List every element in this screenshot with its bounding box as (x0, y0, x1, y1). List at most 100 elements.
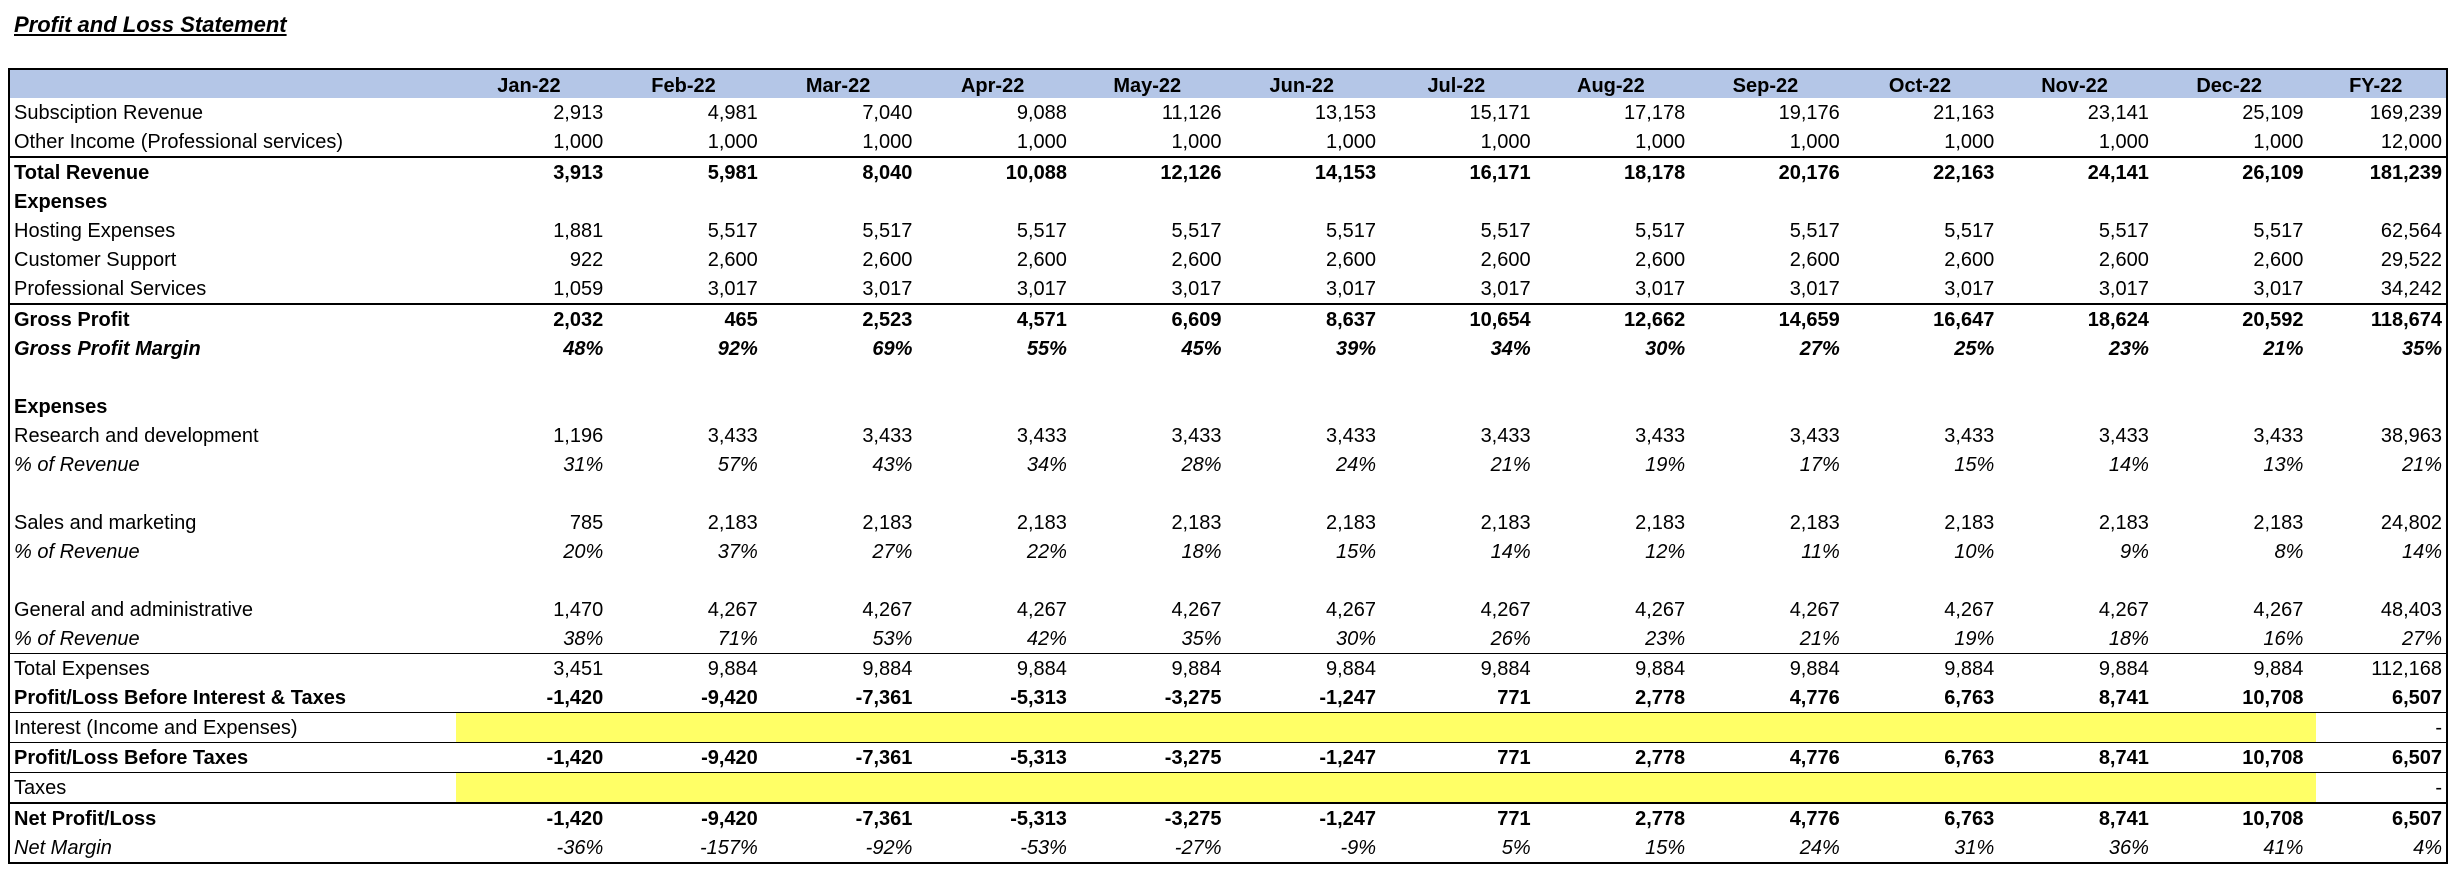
value-cell: 2,183 (1789, 512, 1840, 534)
value-cell: 20,176 (1778, 162, 1840, 184)
value-cell: 1,470 (553, 599, 604, 621)
value-cell (1382, 479, 1537, 508)
value-cell: -36% (556, 837, 604, 859)
value-cell (1382, 713, 1537, 742)
table-row: % of Revenue 20% 37% 27% 22% 18% 15% 14% 12% 11% 1… (10, 537, 2446, 566)
value-cell (2000, 363, 2155, 392)
value-cell (609, 479, 764, 508)
value-cell: 10,708 (2242, 808, 2304, 830)
value-cell: 4,267 (2098, 599, 2149, 621)
value-cell: 18% (2108, 628, 2149, 650)
value-cell: 16% (2263, 628, 2304, 650)
value-cell (455, 773, 610, 802)
value-cell: 8,741 (2098, 808, 2149, 830)
value-cell: 39% (1336, 338, 1377, 360)
value-cell (764, 187, 919, 216)
value-cell: 3,017 (1480, 278, 1531, 300)
value-cell: 3,433 (2253, 425, 2304, 447)
value-cell: 1,000 (2253, 131, 2304, 153)
value-cell (1691, 392, 1846, 421)
value-cell: 26,109 (2242, 162, 2304, 184)
value-cell: 465 (724, 309, 758, 331)
page-title: Profit and Loss Statement (14, 12, 287, 37)
value-cell (455, 713, 610, 742)
value-cell (2155, 187, 2310, 216)
table-row: Profit/Loss Before Interest & Taxes -1,42… (10, 683, 2446, 712)
value-cell: 3,017 (1171, 278, 1222, 300)
value-cell: 35% (1181, 628, 1222, 650)
value-cell: 3,433 (1944, 425, 1995, 447)
table-row: Customer Support 922 2,600 2,600 2,600 2,600 2… (10, 245, 2446, 274)
value-cell: 22,163 (1933, 162, 1995, 184)
table-row: Research and development 1,196 3,433 3,433 3… (10, 421, 2446, 450)
value-cell (455, 479, 610, 508)
value-cell: 14% (1490, 541, 1531, 563)
value-cell: -3,275 (1164, 747, 1222, 769)
value-cell: 15% (1645, 837, 1686, 859)
value-cell (1228, 773, 1383, 802)
value-cell: 9,884 (1789, 658, 1840, 680)
value-cell: -1,420 (546, 747, 604, 769)
value-cell (1537, 773, 1692, 802)
table-row: Expenses (10, 392, 2446, 421)
value-cell: 2,600 (1635, 249, 1686, 271)
value-cell: 21,163 (1933, 102, 1995, 124)
value-cell (1382, 392, 1537, 421)
value-cell (2155, 566, 2310, 595)
row-label: Profit/Loss Before Interest & Taxes (14, 687, 346, 709)
value-cell: 3,433 (1635, 425, 1686, 447)
value-cell: 31% (1954, 837, 1995, 859)
value-cell: 2,523 (862, 309, 913, 331)
value-cell (918, 479, 1073, 508)
value-cell: 19% (1645, 454, 1686, 476)
value-cell: 12,126 (1160, 162, 1222, 184)
value-cell: 1,196 (553, 425, 604, 447)
value-cell: 4,267 (1944, 599, 1995, 621)
value-cell: 38% (563, 628, 604, 650)
value-cell: 9,884 (1171, 658, 1222, 680)
value-cell (1228, 713, 1383, 742)
value-cell (1073, 187, 1228, 216)
value-cell: 2,032 (553, 309, 604, 331)
value-cell: 35% (2402, 338, 2443, 360)
value-cell: 34,242 (2380, 278, 2443, 300)
row-label (10, 566, 455, 595)
column-header-fy-22: FY-22 (2349, 75, 2403, 97)
value-cell: -1,247 (1319, 687, 1377, 709)
value-cell: 3,433 (1326, 425, 1377, 447)
value-cell (2309, 187, 2446, 216)
value-cell: 16,171 (1469, 162, 1531, 184)
value-cell: 1,000 (1635, 131, 1686, 153)
value-cell: 15,171 (1469, 102, 1531, 124)
value-cell (1382, 363, 1537, 392)
value-cell: 2,778 (1635, 687, 1686, 709)
value-cell: 38,963 (2380, 425, 2443, 447)
value-cell: 10,708 (2242, 687, 2304, 709)
value-cell: 771 (1497, 747, 1531, 769)
value-cell: 1,000 (1944, 131, 1995, 153)
value-cell: 23,141 (2087, 102, 2149, 124)
value-cell: 34% (1490, 338, 1531, 360)
value-cell: 8,741 (2098, 687, 2149, 709)
value-cell: 3,017 (1326, 278, 1377, 300)
value-cell: 5,517 (862, 220, 913, 242)
value-cell (2155, 363, 2310, 392)
row-label: % of Revenue (14, 541, 140, 563)
value-cell: 57% (717, 454, 758, 476)
value-cell: 5,517 (1480, 220, 1531, 242)
value-cell: 7,040 (862, 102, 913, 124)
value-cell: 23% (2108, 338, 2149, 360)
value-cell: 28% (1181, 454, 1222, 476)
value-cell: 3,451 (553, 658, 604, 680)
value-cell: 9% (2119, 541, 2149, 563)
value-cell: 3,017 (2098, 278, 2149, 300)
value-cell: 2,183 (1016, 512, 1067, 534)
value-cell: 14,659 (1778, 309, 1840, 331)
value-cell (455, 363, 610, 392)
column-header-may-22: May-22 (1113, 75, 1182, 97)
value-cell: 3,017 (707, 278, 758, 300)
value-cell: 5% (1501, 837, 1531, 859)
value-cell (609, 363, 764, 392)
value-cell (1537, 392, 1692, 421)
column-header-apr-22: Apr-22 (960, 75, 1025, 97)
